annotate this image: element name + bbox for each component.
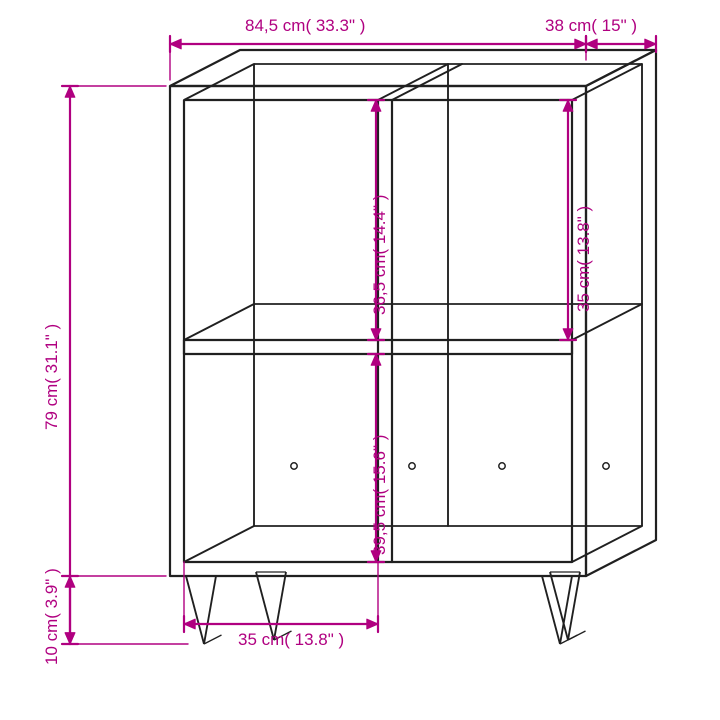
dim-upper-inner-label: 36,5 cm( 14.4" ) <box>370 195 390 315</box>
dim-shelf-w-label: 35 cm( 13.8" ) <box>238 630 344 650</box>
dim-depth-label: 38 cm( 15" ) <box>545 16 637 36</box>
dim-width-label: 84,5 cm( 33.3" ) <box>245 16 365 36</box>
diagram-stage: 84,5 cm( 33.3" ) 38 cm( 15" ) 79 cm( 31.… <box>0 0 720 720</box>
dim-height-label: 79 cm( 31.1" ) <box>42 324 62 430</box>
dim-right-inner-label: 35 cm( 13.8" ) <box>574 206 594 312</box>
dim-leg-label: 10 cm( 3.9" ) <box>42 568 62 665</box>
diagram-svg <box>0 0 720 720</box>
dim-lower-inner-label: 39,5 cm( 15.6" ) <box>370 435 390 555</box>
